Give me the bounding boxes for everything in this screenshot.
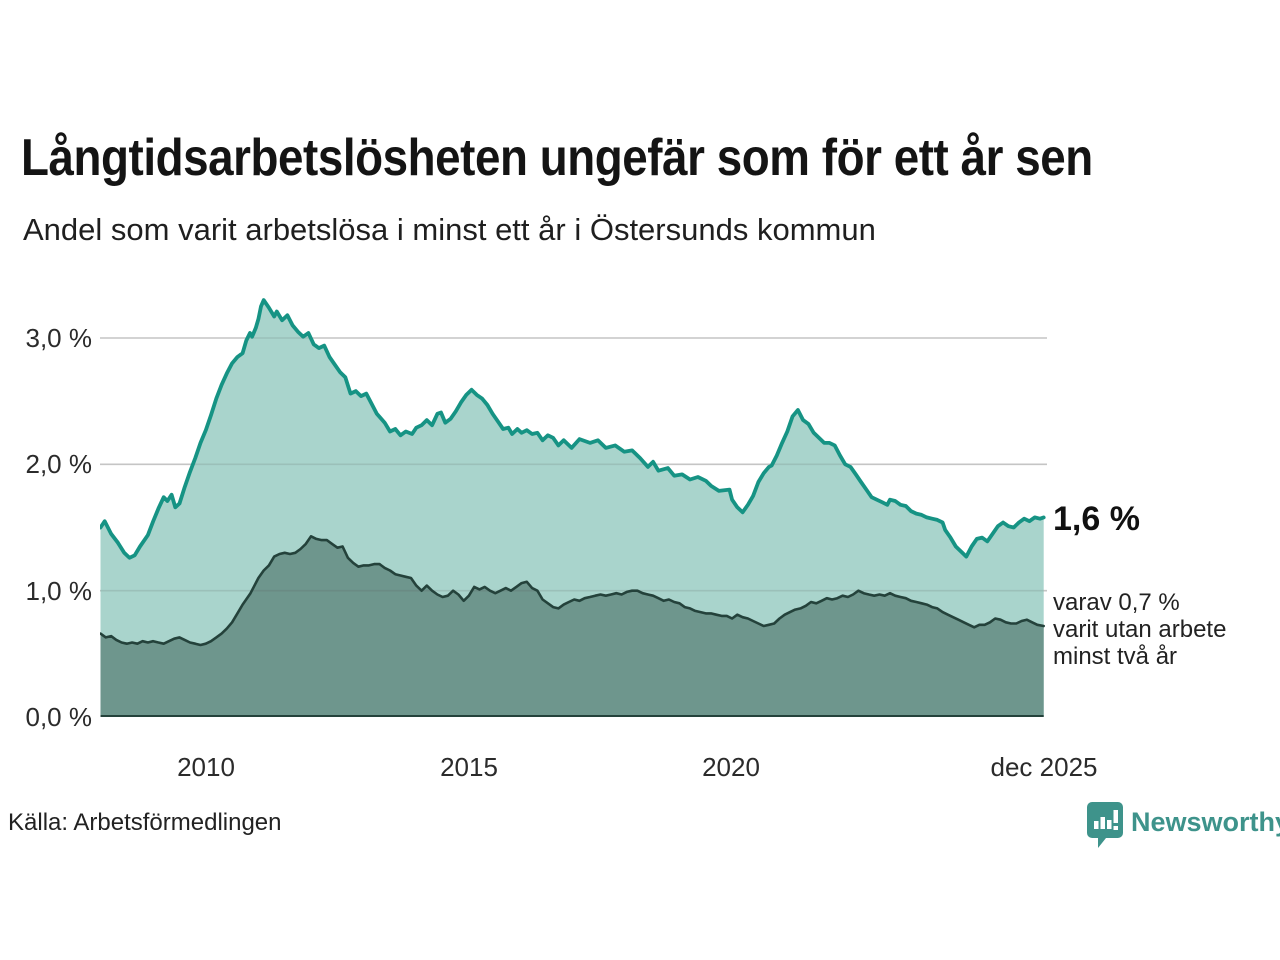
page-subtitle: Andel som varit arbetslösa i minst ett å… xyxy=(23,212,876,247)
y-tick-3: 3,0 % xyxy=(25,323,93,353)
y-tick-2: 2,0 % xyxy=(25,449,93,479)
y-tick-0: 0,0 % xyxy=(25,702,93,732)
secondary-value-label: varav 0,7 % varit utan arbete minst två … xyxy=(1053,589,1226,670)
newsworthy-bubble-chart-icon xyxy=(1087,802,1123,848)
area-chart-plot xyxy=(100,298,1047,717)
x-tick-2015: 2015 xyxy=(440,752,498,782)
secondary-value-line: varav 0,7 % xyxy=(1053,589,1180,616)
secondary-value-line: varit utan arbete xyxy=(1053,616,1227,643)
y-tick-1: 1,0 % xyxy=(25,576,93,606)
source-credit: Källa: Arbetsförmedlingen xyxy=(8,809,282,836)
secondary-value-line: minst två år xyxy=(1053,643,1178,670)
x-tick-2020: 2020 xyxy=(702,752,760,782)
page-title: Långtidsarbetslösheten ungefär som för e… xyxy=(21,129,1093,187)
x-tick-2010: 2010 xyxy=(177,752,235,782)
x-tick-dec-2025: dec 2025 xyxy=(990,752,1098,782)
latest-value-label: 1,6 % xyxy=(1053,500,1140,538)
newsworthy-wordmark: Newsworthy xyxy=(1131,807,1280,837)
newsworthy-logo: Newsworthy xyxy=(1086,801,1280,849)
